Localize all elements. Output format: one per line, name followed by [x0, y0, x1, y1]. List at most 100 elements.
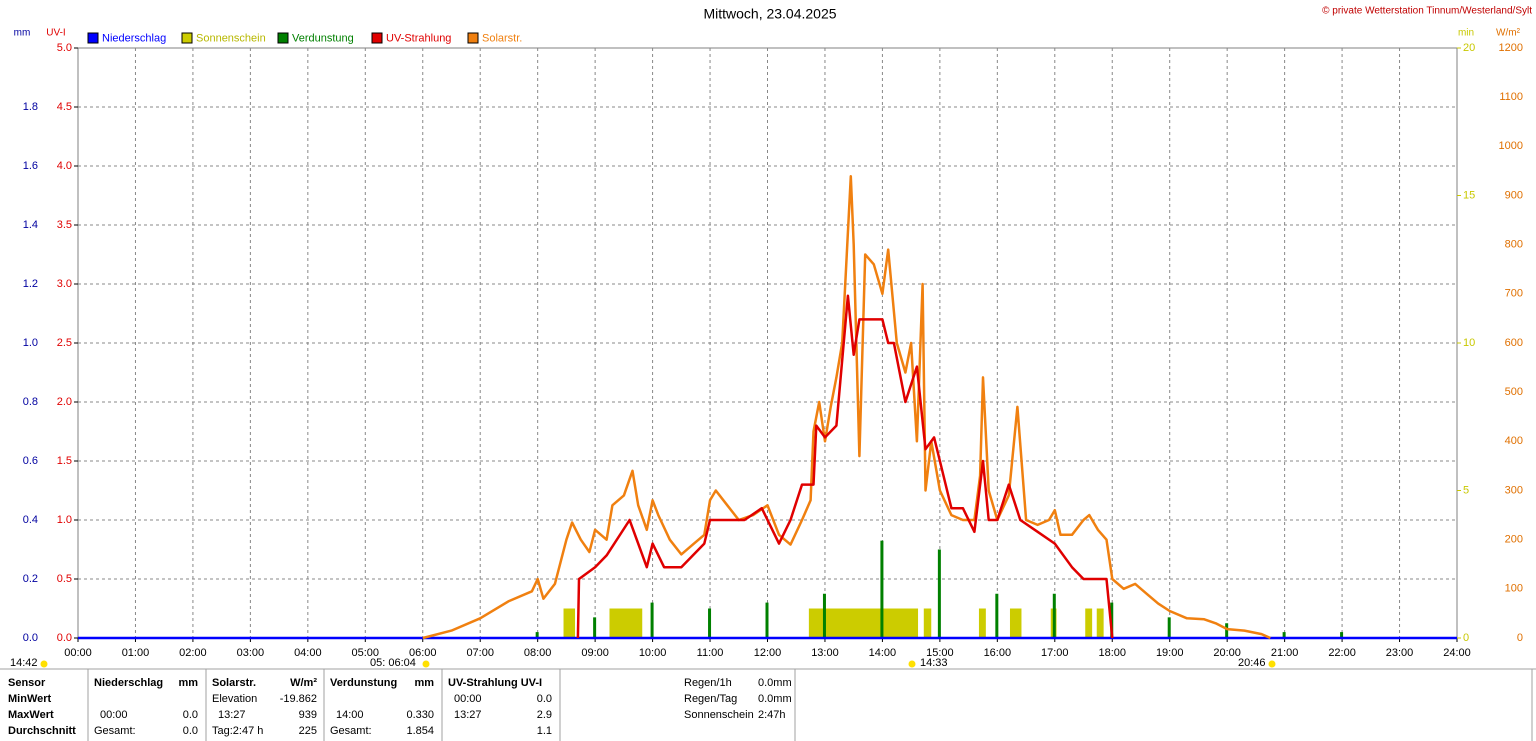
y-tick-label: 10 [1463, 337, 1475, 349]
x-tick-label: 24:00 [1443, 647, 1471, 659]
y-tick-label: 2.0 [57, 396, 72, 408]
x-tick-label: 22:00 [1328, 647, 1356, 659]
x-tick-label: 14:00 [869, 647, 897, 659]
x-tick-label: 00:00 [64, 647, 92, 659]
y-tick-label: 15 [1463, 189, 1475, 201]
evaporation-bar [593, 617, 597, 638]
y-tick-label: 1.5 [57, 455, 72, 467]
sunshine-bar [1096, 608, 1104, 638]
legend-label: Niederschlag [102, 32, 166, 44]
sunshine-bar [923, 608, 932, 638]
sunshine-bar [563, 608, 576, 638]
sun-marker [422, 660, 430, 668]
y-tick-label: 5 [1463, 484, 1469, 496]
stats-cell: UV-Strahlung UV-I [448, 677, 542, 689]
evaporation-bar [1052, 593, 1056, 638]
x-tick-label: 09:00 [581, 647, 609, 659]
y-tick-label: 0.6 [23, 455, 38, 467]
stats-cell: Verdunstung [330, 677, 397, 689]
y-tick-label: 1000 [1499, 140, 1523, 152]
x-tick-label: 11:00 [697, 647, 724, 659]
evaporation-bar [765, 602, 769, 638]
sun-marker-label: 14:33 [920, 657, 948, 669]
sun-marker-label: 20:46 [1238, 657, 1266, 669]
stats-cell: 14:00 [336, 709, 364, 721]
x-tick-label: 12:00 [754, 647, 782, 659]
stats-cell: Elevation [212, 693, 257, 705]
axis-label: mm [14, 28, 31, 39]
x-tick-label: 18:00 [1098, 647, 1126, 659]
legend-label: Verdunstung [292, 32, 354, 44]
stats-cell: W/m² [290, 677, 317, 689]
stats-frame [0, 668, 1536, 741]
x-tick-label: 07:00 [466, 647, 494, 659]
x-tick-label: 15:00 [926, 647, 954, 659]
stats-cell: 1.1 [537, 725, 552, 737]
legend-swatch [181, 32, 193, 44]
axis-label: W/m² [1496, 28, 1521, 39]
sun-marker [40, 660, 48, 668]
sunshine-bar [978, 608, 986, 638]
stats-cell: 2:47h [758, 709, 786, 721]
evaporation-bar [1167, 617, 1171, 638]
y-tick-label: 1.0 [57, 514, 72, 526]
y-tick-label: 4.5 [57, 101, 72, 113]
y-tick-label: 0 [1463, 632, 1469, 644]
evaporation-bar [1282, 632, 1286, 638]
y-tick-label: 800 [1505, 239, 1523, 251]
x-tick-label: 16:00 [984, 647, 1012, 659]
stats-cell: -19.862 [280, 693, 317, 705]
x-tick-label: 17:00 [1041, 647, 1069, 659]
evaporation-bar [880, 540, 884, 638]
x-tick-label: 20:00 [1213, 647, 1241, 659]
stats-cell: Gesamt: [330, 725, 372, 737]
y-tick-label: 1100 [1499, 91, 1523, 103]
x-tick-label: 02:00 [179, 647, 207, 659]
y-tick-label: 0.2 [23, 573, 38, 585]
y-tick-label: 0.5 [57, 573, 72, 585]
legend-swatch [467, 32, 479, 44]
evaporation-bar [995, 593, 999, 638]
stats-cell: 939 [299, 709, 317, 721]
legend-label: UV-Strahlung [386, 32, 451, 44]
stats-cell: 0.0 [183, 725, 198, 737]
y-tick-label: 600 [1505, 337, 1523, 349]
evaporation-bar [535, 632, 539, 638]
stats-cell: Solarstr. [212, 677, 256, 689]
stats-cell: 225 [299, 725, 317, 737]
y-tick-label: 5.0 [57, 42, 72, 54]
stats-cell: 00:00 [454, 693, 482, 705]
x-tick-label: 06:00 [409, 647, 437, 659]
y-tick-label: 3.0 [57, 278, 72, 290]
stats-cell: 0.0 [183, 709, 198, 721]
y-tick-label: 0.4 [23, 514, 38, 526]
evaporation-bar [1225, 623, 1229, 638]
y-tick-label: 2.5 [57, 337, 72, 349]
stats-cell: 13:27 [454, 709, 482, 721]
legend-swatch [87, 32, 99, 44]
stats-cell: mm [178, 677, 198, 689]
stats-cell: Tag:2:47 h [212, 725, 263, 737]
sunshine-bar [1009, 608, 1022, 638]
y-tick-label: 0.0 [57, 632, 72, 644]
sun-marker-label: 14:42 [10, 657, 38, 669]
y-tick-label: 200 [1505, 534, 1523, 546]
x-tick-label: 03:00 [237, 647, 265, 659]
axis-label: UV-I [46, 28, 65, 39]
sun-marker [1268, 660, 1276, 668]
axis-label: min [1458, 28, 1474, 39]
sunshine-bar [609, 608, 643, 638]
legend-label: Sonnenschein [196, 32, 266, 44]
sunshine-bar [808, 608, 919, 638]
stats-cell: Niederschlag [94, 677, 163, 689]
x-tick-label: 05:00 [352, 647, 380, 659]
x-tick-label: 19:00 [1156, 647, 1184, 659]
copyright: © private Wetterstation Tinnum/Westerlan… [1322, 6, 1532, 17]
stats-cell: 0.0mm [758, 693, 792, 705]
legend-swatch [277, 32, 289, 44]
stats-cell: 0.0mm [758, 677, 792, 689]
x-tick-label: 08:00 [524, 647, 552, 659]
evaporation-bar [937, 549, 941, 638]
y-tick-label: 900 [1505, 189, 1523, 201]
